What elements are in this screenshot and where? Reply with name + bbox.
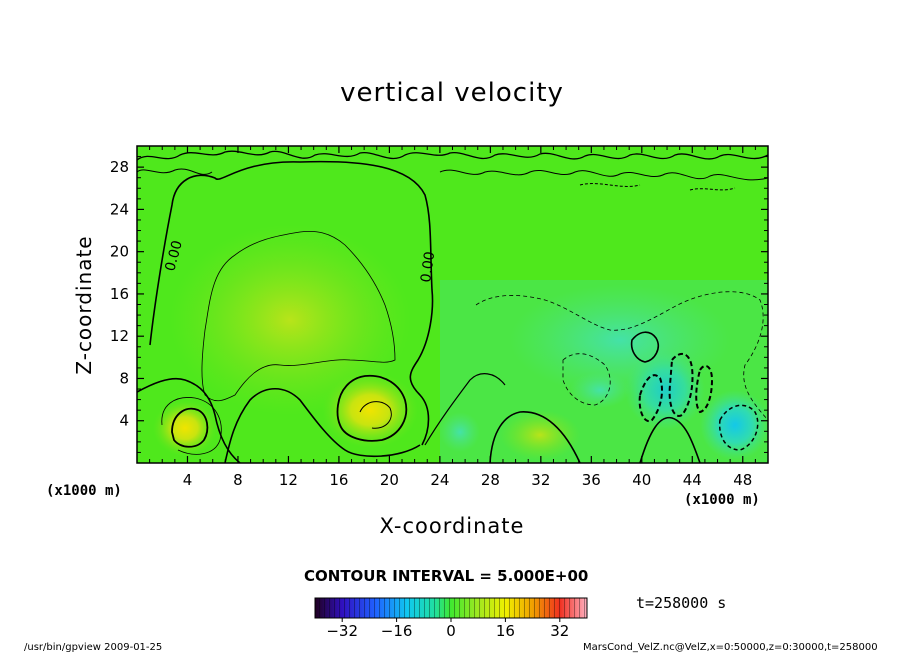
colorbar-tick-label: 0 bbox=[446, 622, 456, 640]
contour-negative-d bbox=[718, 404, 759, 451]
x-unit-label-right: (x1000 m) bbox=[684, 492, 760, 508]
y-tick-label: 4 bbox=[119, 412, 129, 430]
contour-positive-5 bbox=[201, 230, 396, 402]
y-tick-label: 8 bbox=[119, 369, 129, 387]
y-tick-label: 16 bbox=[110, 285, 129, 303]
colorbar-ticks: −32 −16 0 16 32 bbox=[326, 618, 569, 640]
field-updraft-right bbox=[500, 410, 580, 460]
x-tick-label: 48 bbox=[733, 471, 752, 489]
zero-contour-far-right bbox=[639, 416, 701, 463]
field-updraft-core bbox=[322, 372, 418, 448]
x-tick-label: 32 bbox=[531, 471, 550, 489]
x-axis-title: X-coordinate bbox=[379, 514, 525, 538]
contour-positive-small-outer bbox=[161, 397, 222, 455]
y-tick-label: 20 bbox=[110, 243, 129, 261]
contour-positive-inner bbox=[359, 401, 392, 429]
contour-label-right: 0.00 bbox=[418, 250, 438, 283]
colorbar-tick-label: −32 bbox=[326, 622, 358, 640]
x-tick-label: 28 bbox=[481, 471, 500, 489]
noise-contours-top-2 bbox=[137, 168, 768, 181]
colorbar-bins bbox=[315, 598, 587, 618]
x-tick-label: 4 bbox=[183, 471, 193, 489]
footer-left: /usr/bin/gpview 2009-01-25 bbox=[24, 642, 163, 653]
contour-positive-small bbox=[171, 407, 209, 448]
time-label: t=258000 s bbox=[636, 594, 727, 612]
y-tick-label: 28 bbox=[110, 158, 129, 176]
contour-positive-core bbox=[336, 374, 408, 442]
contour-negative-5 bbox=[475, 291, 768, 421]
field-downdraft-left bbox=[440, 412, 480, 452]
y-tick-label: 12 bbox=[110, 327, 129, 345]
x-tick-label: 16 bbox=[329, 471, 348, 489]
contour-negative-c bbox=[695, 364, 714, 414]
chart-title: vertical velocity bbox=[340, 78, 564, 108]
zero-contour-main bbox=[149, 160, 434, 446]
x-unit-label-left: (x1000 m) bbox=[46, 483, 122, 499]
x-tick-label: 24 bbox=[430, 471, 449, 489]
contour-negative-small bbox=[562, 353, 611, 406]
y-axis: 4 8 12 16 20 24 28 bbox=[110, 156, 768, 453]
contour-negative-b bbox=[668, 352, 694, 417]
y-axis-title: Z-coordinate bbox=[72, 235, 96, 375]
footer-right: MarsCond_VelZ.nc@VelZ,x=0:50000,z=0:3000… bbox=[583, 642, 878, 653]
zero-contour-bottom bbox=[224, 387, 421, 463]
x-axis: 4 8 12 16 20 24 28 32 36 40 44 48 bbox=[149, 146, 756, 489]
contour-label-left: 0.00 bbox=[162, 239, 186, 273]
heatmap-field bbox=[137, 146, 768, 463]
contour-interval-label: CONTOUR INTERVAL = 5.000E+00 bbox=[304, 567, 589, 585]
colorbar-tick-label: −16 bbox=[381, 622, 413, 640]
colorbar-tick-label: 32 bbox=[550, 622, 569, 640]
x-tick-label: 8 bbox=[233, 471, 243, 489]
x-tick-label: 44 bbox=[683, 471, 702, 489]
colorbar: −32 −16 0 16 32 bbox=[314, 597, 588, 640]
field-downdraft-small bbox=[570, 372, 630, 408]
colorbar-tick-label: 16 bbox=[496, 622, 515, 640]
y-tick-label: 24 bbox=[110, 200, 129, 218]
zero-contour-right bbox=[489, 411, 581, 463]
x-tick-label: 36 bbox=[582, 471, 601, 489]
contour-positive-islet bbox=[630, 331, 660, 363]
field-updraft-broad bbox=[170, 225, 410, 415]
x-tick-label: 20 bbox=[380, 471, 399, 489]
x-tick-label: 40 bbox=[632, 471, 651, 489]
zero-contour-mid bbox=[424, 373, 506, 446]
contour-negative-a bbox=[638, 374, 663, 423]
noise-contours-top-dashed bbox=[579, 183, 736, 191]
contour-label-group: 0.00 0.00 bbox=[162, 239, 438, 284]
x-tick-label: 12 bbox=[279, 471, 298, 489]
